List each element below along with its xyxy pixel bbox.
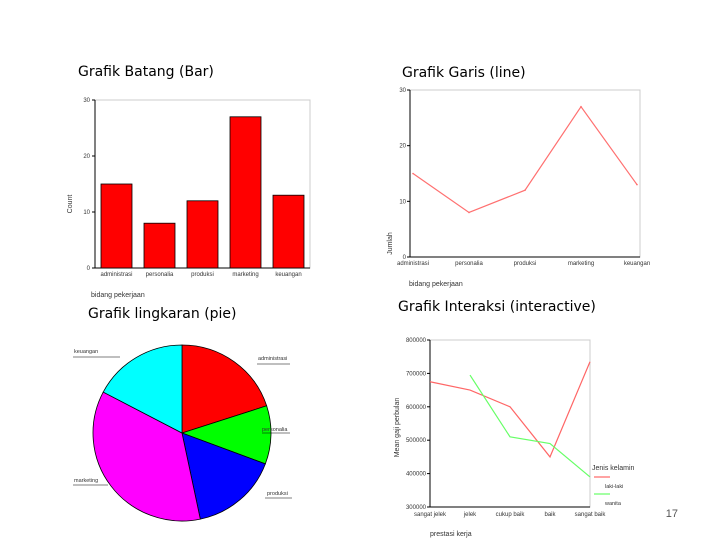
line-y-tick-label: 20 xyxy=(399,144,406,150)
interactive-plot-area xyxy=(429,339,591,508)
line-x-tick-label: personalia xyxy=(455,261,483,267)
bar-y-tick-label: 20 xyxy=(83,154,90,160)
interactive-y-tick-label: 300000 xyxy=(406,505,427,511)
line-x-tick-label: administrasi xyxy=(397,261,429,267)
interactive-series-laki-laki xyxy=(429,361,591,459)
pie-label: administrasi xyxy=(258,356,287,362)
bar-x-tick-label: administrasi xyxy=(100,272,132,278)
line-plot-area xyxy=(409,89,641,258)
interactive-x-axis-label: prestasi kerja xyxy=(430,531,472,538)
interactive-legend-title: Jenis kelamin xyxy=(592,465,635,472)
bar-administrasi xyxy=(100,183,133,269)
interactive-x-tick-label: cukup baik xyxy=(496,512,526,518)
pie-chart-heading: Grafik lingkaran (pie) xyxy=(88,306,237,322)
bar-x-tick-label: personalia xyxy=(146,272,174,278)
bar-x-tick-label: keuangan xyxy=(275,272,301,278)
line-x-tick-label: produksi xyxy=(514,261,537,267)
interactive-y-tick-label: 700000 xyxy=(406,371,427,377)
line-chart-heading: Grafik Garis (line) xyxy=(402,65,526,81)
bar-y-axis-label: Count xyxy=(67,195,74,214)
bar-personalia xyxy=(143,222,176,269)
bar-x-tick-label: produksi xyxy=(191,272,214,278)
line-point xyxy=(468,211,470,214)
pie-label: personalia xyxy=(262,427,288,433)
bar-y-tick-label: 0 xyxy=(87,266,91,272)
line-x-axis-label: bidang pekerjaan xyxy=(409,281,463,288)
interactive-y-tick-label: 600000 xyxy=(406,405,427,411)
bar-produksi xyxy=(186,200,219,269)
bar-x-tick-label: marketing xyxy=(232,272,258,278)
line-y-tick-label: 30 xyxy=(399,88,406,94)
interactive-x-tick-label: jelek xyxy=(463,512,477,518)
pie-label: marketing xyxy=(74,478,98,484)
page-number: 17 xyxy=(665,508,678,520)
line-point xyxy=(412,172,414,175)
bar-x-axis-label: bidang pekerjaan xyxy=(91,292,145,299)
line-point xyxy=(524,189,526,191)
interactive-y-tick-label: 500000 xyxy=(406,438,427,444)
pie-slice-marketing xyxy=(92,391,201,522)
line-x-tick-label: keuangan xyxy=(624,261,650,267)
pie-slice-produksi xyxy=(181,432,266,520)
line-point xyxy=(580,105,582,108)
interactive-y-tick-label: 800000 xyxy=(406,338,427,344)
bar-y-tick-label: 10 xyxy=(83,210,90,216)
interactive-x-tick-label: sangat jelek xyxy=(414,512,447,518)
interactive-x-tick-label: sangat baik xyxy=(575,512,607,518)
interactive-series-wanita xyxy=(469,374,591,478)
line-point xyxy=(636,183,638,186)
bar-chart-heading: Grafik Batang (Bar) xyxy=(78,64,214,80)
line-y-tick-label: 0 xyxy=(403,255,407,261)
interactive-y-axis-label: Mean gaji perbulan xyxy=(394,398,401,458)
interactive-y-tick-label: 400000 xyxy=(406,472,427,478)
line-x-tick-label: marketing xyxy=(568,261,594,267)
bar-keuangan xyxy=(272,194,305,269)
bar-y-tick-label: 30 xyxy=(83,98,90,104)
interactive-legend-label: wanita xyxy=(604,501,622,507)
interactive-legend-label: laki-laki xyxy=(605,484,623,490)
pie-label: keuangan xyxy=(74,349,98,355)
pie-label: produksi xyxy=(267,491,288,497)
pie-slice-keuangan xyxy=(102,344,183,434)
interactive-chart-heading: Grafik Interaksi (interactive) xyxy=(398,299,596,315)
interactive-x-tick-label: baik xyxy=(544,512,556,518)
line-y-tick-label: 10 xyxy=(399,199,406,205)
bar-marketing xyxy=(229,116,262,269)
line-y-axis-label: Jumlah xyxy=(387,232,394,255)
pie-slice-administrasi xyxy=(181,344,268,434)
